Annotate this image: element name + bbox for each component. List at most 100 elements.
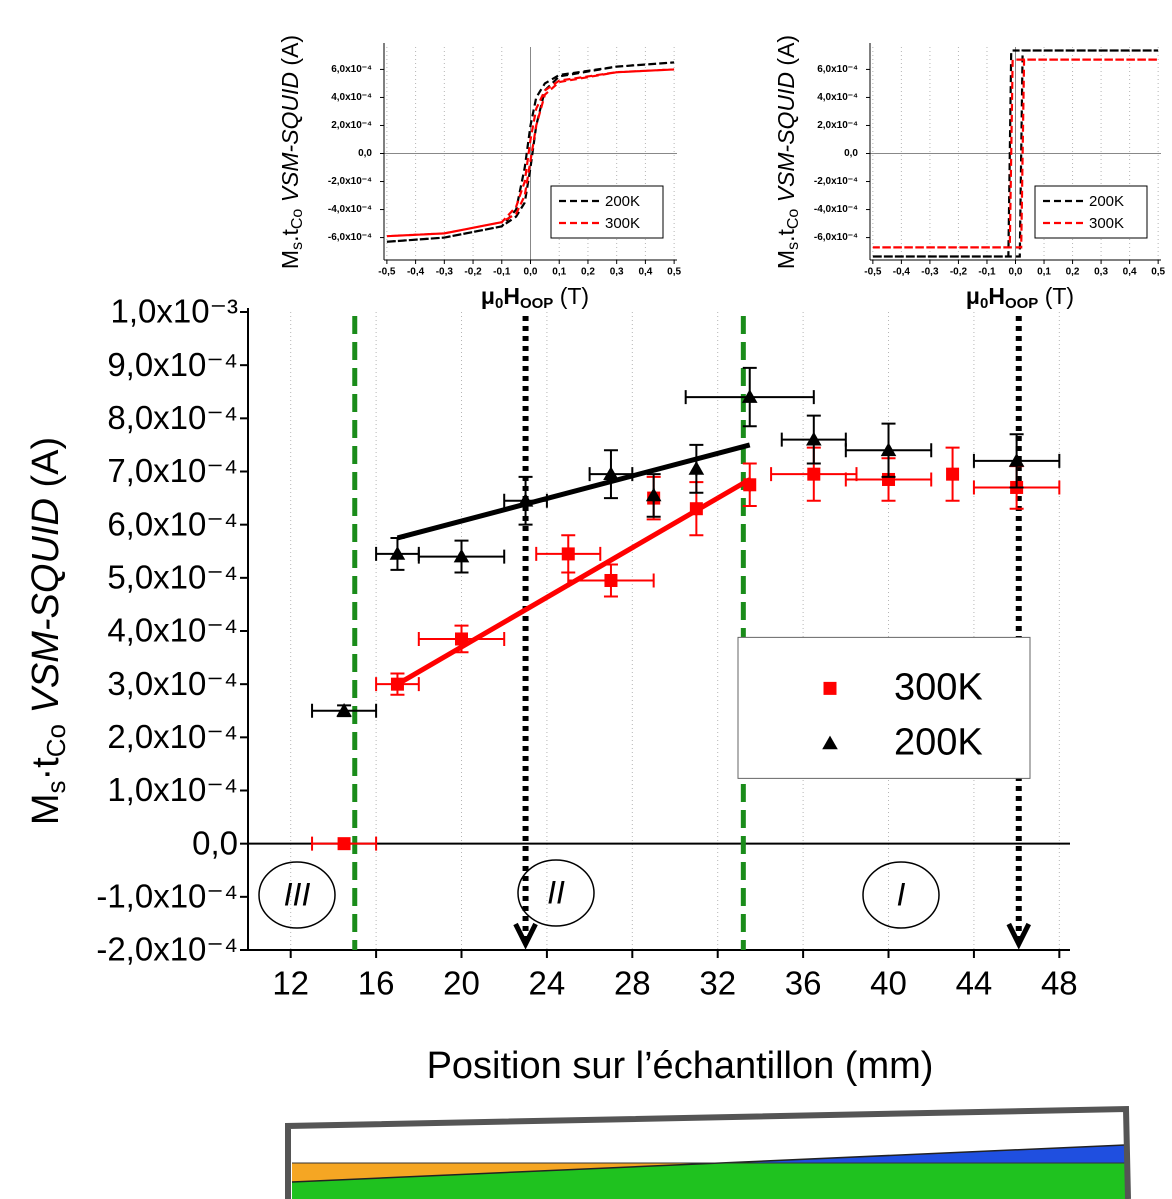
y-title-part: M: [773, 250, 799, 269]
marker-square: [946, 467, 960, 481]
marker-triangle: [822, 735, 838, 750]
marker-triangle: [805, 431, 822, 446]
y-tick-label: -6,0x10⁻⁴: [814, 232, 858, 243]
y-tick-label: 4,0x10⁻⁴: [331, 92, 372, 103]
y-title-part: ·t: [25, 757, 67, 781]
y-tick-label: 1,0x10⁻⁴: [107, 771, 238, 808]
x-tick-label: -0,5: [864, 267, 882, 278]
y-tick-label: 4,0x10⁻⁴: [817, 92, 858, 103]
x-tick-label: -0,4: [893, 267, 911, 278]
x-tick-label: 12: [272, 965, 309, 1002]
y-tick-label: 0,0: [844, 148, 858, 159]
x-tick-label: 20: [443, 965, 480, 1002]
y-tick-label: 0,0: [358, 148, 372, 159]
legend-box: [737, 636, 1031, 779]
x-tick-label: 0,3: [1094, 267, 1108, 278]
x-title-part: H: [988, 283, 1005, 309]
y-title-part: .t: [773, 229, 799, 242]
y-title-part: VSM-SQUID: [277, 72, 303, 209]
region-circle: [517, 859, 595, 927]
loop-line: [386, 61, 675, 243]
y-title-part: M: [25, 793, 67, 825]
x-tick-label: 0,1: [552, 267, 566, 278]
marker-square: [807, 467, 821, 481]
legend-label: 300K: [894, 666, 983, 708]
y-tick-label: 8,0x10⁻⁴: [107, 399, 238, 436]
x-title-part: H: [503, 283, 520, 309]
x-tick-label: -0,3: [921, 267, 939, 278]
x-tick-label: 24: [529, 965, 566, 1002]
region-circle: [258, 861, 336, 929]
marker-triangle: [453, 548, 470, 563]
y-tick-label: 4,0x10⁻⁴: [107, 612, 238, 649]
legend-label: 200K: [894, 721, 983, 763]
loop-line: [872, 58, 1159, 249]
x-tick-label: 0,0: [1009, 267, 1023, 278]
x-title-part: μ: [966, 283, 980, 309]
x-title-sub: OOP: [520, 295, 553, 312]
marker-square: [823, 681, 837, 695]
y-title-part: M: [277, 250, 303, 269]
legend-box: [550, 185, 664, 239]
marker-square: [689, 502, 703, 516]
x-tick-label: -0,4: [407, 267, 425, 278]
x-title-sub: 0: [495, 295, 503, 312]
inset-x-title: μ0HOOP (T): [966, 283, 1074, 312]
y-tick-label: 7,0x10⁻⁴: [107, 452, 238, 489]
y-title-part: (A): [25, 437, 67, 498]
marker-square: [390, 677, 404, 691]
y-title-sub: Co: [41, 724, 71, 757]
marker-square: [743, 478, 757, 492]
sample-green: [292, 1163, 1125, 1199]
region-label: II: [547, 874, 565, 910]
marker-triangle: [336, 702, 352, 717]
x-tick-label: 28: [614, 965, 651, 1002]
y-title-part: VSM-SQUID: [25, 498, 67, 724]
y-tick-label: -2,0x10⁻⁴: [328, 176, 372, 187]
x-title-part: (T): [553, 283, 589, 309]
legend-label: 200K: [1089, 193, 1124, 210]
y-tick-label: 6,0x10⁻⁴: [107, 505, 238, 542]
x-tick-label: 0,4: [638, 267, 652, 278]
x-title-part: μ: [481, 283, 495, 309]
y-title-sub: s: [41, 780, 71, 793]
x-tick-label: -0,3: [436, 267, 454, 278]
y-title-sub: Co: [785, 209, 802, 230]
y-tick-label: -1,0x10⁻⁴: [96, 878, 238, 915]
marker-triangle: [688, 461, 705, 475]
inset-x-title: μ0HOOP (T): [481, 283, 589, 312]
y-tick-label: 0,0: [192, 824, 238, 861]
x-axis-title: Position sur l’échantillon (mm): [427, 1045, 934, 1087]
y-tick-label: 2,0x10⁻⁴: [817, 120, 858, 131]
marker-triangle: [517, 492, 534, 507]
x-tick-label: 0,5: [1151, 267, 1165, 278]
x-tick-label: 32: [699, 965, 736, 1002]
y-title-sub: Co: [289, 209, 306, 230]
marker-triangle: [603, 466, 619, 481]
y-tick-label: 2,0x10⁻⁴: [331, 120, 372, 131]
legend-label: 300K: [605, 215, 640, 232]
arrow-head: [1006, 922, 1031, 950]
y-tick-label: 5,0x10⁻⁴: [107, 559, 238, 596]
y-tick-label: -2,0x10⁻⁴: [814, 176, 858, 187]
x-tick-label: -0,2: [950, 267, 968, 278]
region-label: I: [897, 876, 906, 912]
x-tick-label: 0,0: [524, 267, 538, 278]
legend-label: 200K: [605, 193, 640, 210]
marker-square: [337, 837, 351, 851]
x-title-sub: 0: [980, 295, 988, 312]
x-tick-label: 16: [358, 965, 395, 1002]
x-tick-label: -0,5: [378, 267, 396, 278]
x-tick-label: 48: [1041, 965, 1078, 1002]
x-tick-label: 0,2: [1066, 267, 1080, 278]
y-tick-label: -2,0x10⁻⁴: [96, 931, 238, 968]
legend-box: [1034, 185, 1148, 239]
y-tick-label: 2,0x10⁻⁴: [107, 718, 238, 755]
legend-label: 300K: [1089, 215, 1124, 232]
inset-y-title: Ms.tCo VSM-SQUID (A): [277, 35, 306, 269]
sample-frame: [285, 1105, 1131, 1199]
marker-triangle: [645, 487, 662, 502]
y-title-part: .t: [277, 229, 303, 242]
